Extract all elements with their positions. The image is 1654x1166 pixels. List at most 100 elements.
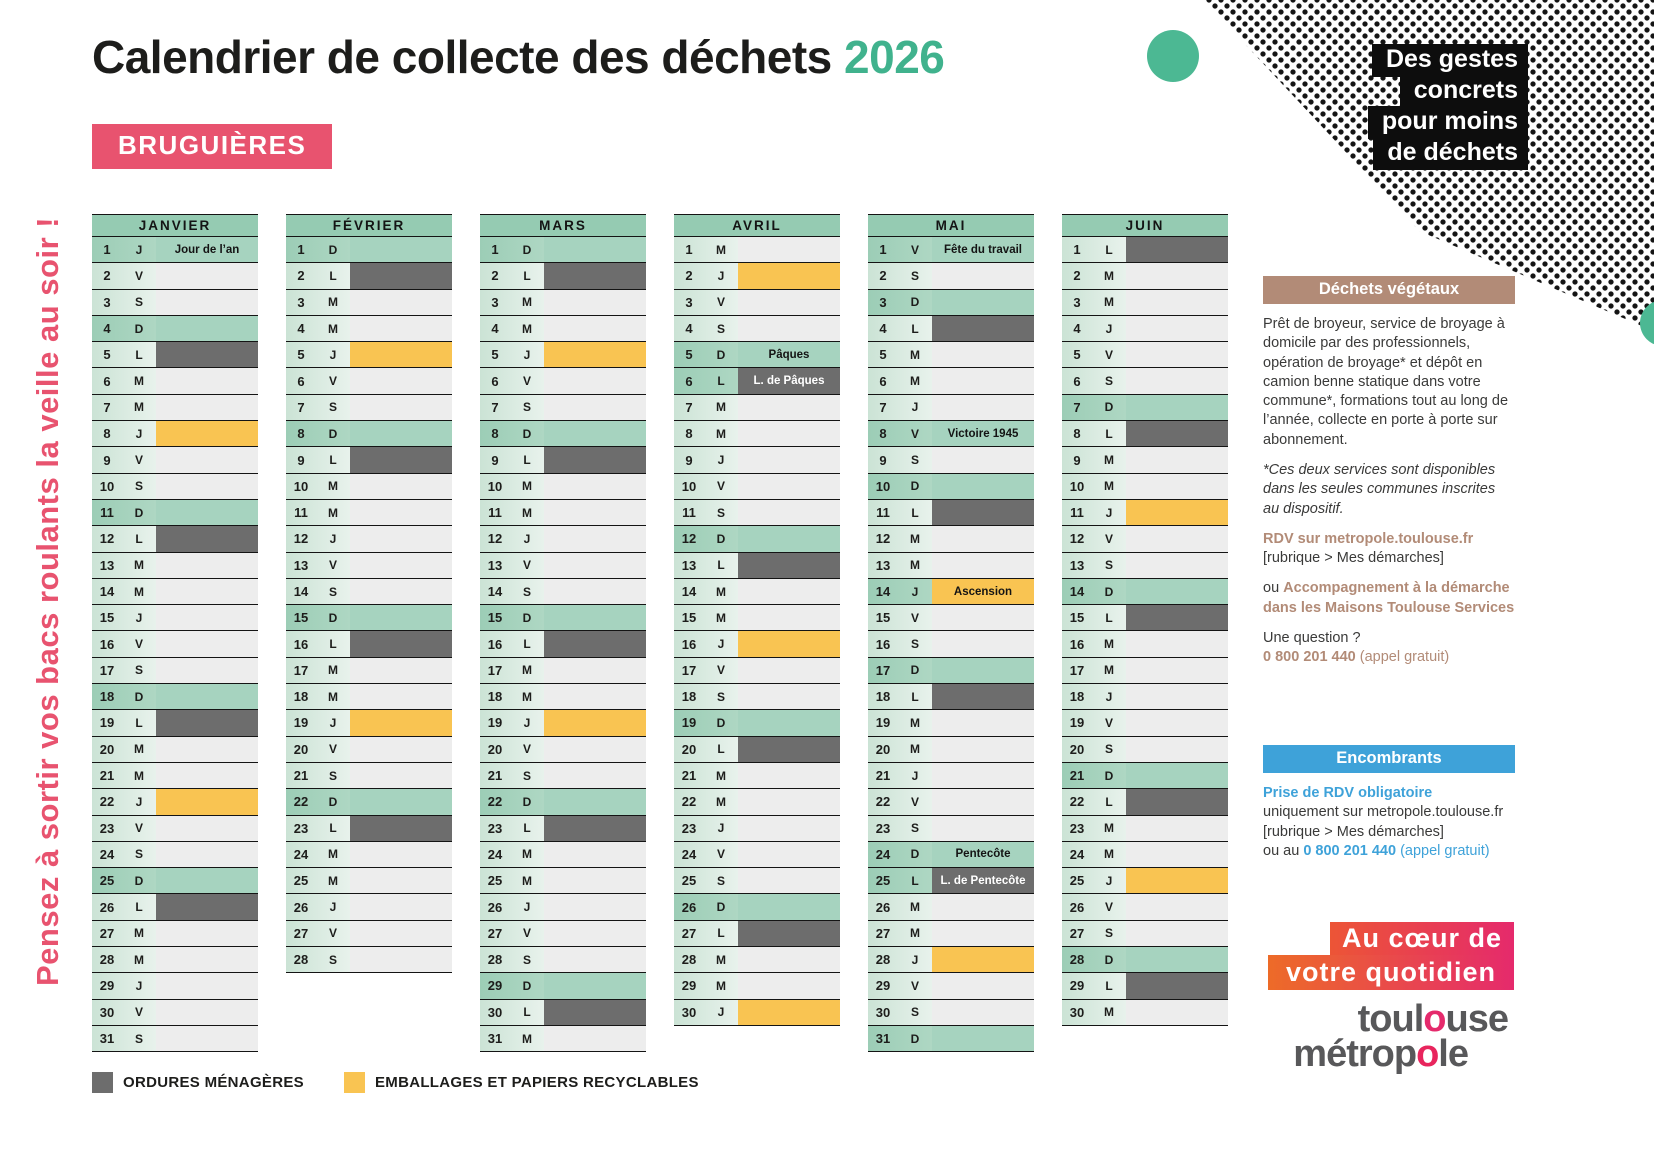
day-letter: M bbox=[716, 400, 726, 415]
empty-day-cell bbox=[932, 526, 1034, 552]
day-number: 25 bbox=[875, 873, 891, 889]
day-row: 10 M bbox=[286, 473, 452, 500]
day-number: 6 bbox=[685, 373, 693, 389]
info-paragraph: Prêt de broyeur, service de broyage à do… bbox=[1263, 315, 1515, 450]
day-number: 23 bbox=[293, 820, 309, 836]
day-row-left: 14 M bbox=[674, 578, 738, 605]
day-number: 18 bbox=[681, 689, 697, 705]
day-letter: L bbox=[329, 637, 337, 652]
day-letter: D bbox=[910, 663, 920, 678]
day-row: 16 V bbox=[92, 631, 258, 658]
teal-circle-decoration bbox=[1640, 300, 1654, 346]
day-number: 27 bbox=[1069, 925, 1085, 941]
day-number: 13 bbox=[487, 557, 503, 573]
info-line: *Ces deux services sont disponibles dans… bbox=[1263, 461, 1515, 519]
day-letter: D bbox=[1104, 584, 1114, 599]
empty-day-cell bbox=[350, 947, 452, 973]
day-letter: D bbox=[1104, 400, 1114, 415]
empty-day-cell bbox=[544, 894, 646, 920]
day-letter: J bbox=[717, 268, 725, 283]
day-letter: V bbox=[1104, 900, 1113, 915]
day-row-left: 16 L bbox=[286, 631, 350, 657]
sunday-cell bbox=[156, 684, 258, 710]
day-row-left: 10 D bbox=[868, 473, 932, 499]
day-number: 3 bbox=[685, 294, 693, 310]
day-letter: M bbox=[1104, 1005, 1114, 1020]
day-row-left: 11 M bbox=[286, 499, 350, 526]
day-letter: S bbox=[1104, 374, 1113, 389]
day-row: 20 M bbox=[868, 736, 1034, 763]
empty-day-cell bbox=[544, 684, 646, 710]
day-letter: M bbox=[522, 505, 532, 520]
day-number: 11 bbox=[294, 505, 308, 521]
empty-day-cell bbox=[738, 289, 840, 315]
day-row: 1 V Fête du travail bbox=[868, 237, 1034, 264]
day-number: 24 bbox=[875, 846, 891, 862]
empty-day-cell bbox=[1126, 368, 1228, 394]
day-row-left: 18 S bbox=[674, 684, 738, 710]
collection-om-cell bbox=[350, 263, 452, 289]
month-header: MARS bbox=[480, 214, 646, 237]
empty-day-cell bbox=[350, 762, 452, 789]
empty-day-cell bbox=[544, 473, 646, 499]
day-letter: J bbox=[1105, 873, 1113, 888]
empty-day-cell bbox=[1126, 815, 1228, 841]
day-number: 1 bbox=[491, 242, 499, 258]
day-number: 20 bbox=[487, 741, 503, 757]
day-row-left: 27 M bbox=[868, 920, 932, 947]
day-letter: L bbox=[911, 689, 919, 704]
sunday-cell bbox=[350, 421, 452, 447]
collection-om-cell bbox=[544, 999, 646, 1025]
day-number: 27 bbox=[99, 925, 115, 941]
day-row: 14 S bbox=[480, 578, 646, 606]
day-row-left: 12 V bbox=[1062, 526, 1126, 552]
empty-day-cell bbox=[738, 657, 840, 684]
day-number: 19 bbox=[875, 715, 891, 731]
day-letter: M bbox=[910, 742, 920, 757]
day-row: 12 V bbox=[1062, 526, 1228, 553]
day-number: 17 bbox=[487, 662, 503, 678]
collection-om-cell bbox=[156, 526, 258, 552]
day-letter: M bbox=[716, 952, 726, 967]
day-number: 4 bbox=[1073, 321, 1081, 337]
day-letter: M bbox=[134, 768, 144, 783]
day-letter: V bbox=[910, 610, 919, 625]
day-row: 21 M bbox=[92, 762, 258, 790]
sunday-cell bbox=[350, 789, 452, 815]
day-row: 25 J bbox=[1062, 868, 1228, 895]
empty-day-cell bbox=[544, 736, 646, 762]
day-row: 28 D bbox=[1062, 947, 1228, 974]
gestures-slogan-line: concrets bbox=[1399, 75, 1528, 108]
day-number: 11 bbox=[488, 505, 502, 521]
day-row-left: 14 D bbox=[1062, 578, 1126, 605]
day-row-left: 19 J bbox=[480, 710, 544, 736]
day-row: 22 L bbox=[1062, 789, 1228, 816]
day-letter: M bbox=[134, 742, 144, 757]
day-number: 9 bbox=[103, 452, 111, 468]
day-row: 17 S bbox=[92, 657, 258, 685]
day-row: 29 L bbox=[1062, 973, 1228, 1000]
day-letter: M bbox=[522, 1031, 532, 1046]
day-number: 12 bbox=[875, 531, 891, 547]
day-row-left: 30 M bbox=[1062, 999, 1126, 1025]
collection-rec-cell bbox=[350, 710, 452, 736]
day-number: 13 bbox=[99, 557, 115, 573]
day-number: 28 bbox=[99, 952, 115, 968]
collection-rec-cell bbox=[544, 710, 646, 736]
sunday-cell bbox=[1126, 947, 1228, 973]
day-number: 28 bbox=[681, 952, 697, 968]
day-number: 30 bbox=[99, 1004, 115, 1020]
day-letter: S bbox=[328, 768, 337, 783]
day-letter: J bbox=[1105, 321, 1113, 336]
day-row: 29 J bbox=[92, 973, 258, 1000]
